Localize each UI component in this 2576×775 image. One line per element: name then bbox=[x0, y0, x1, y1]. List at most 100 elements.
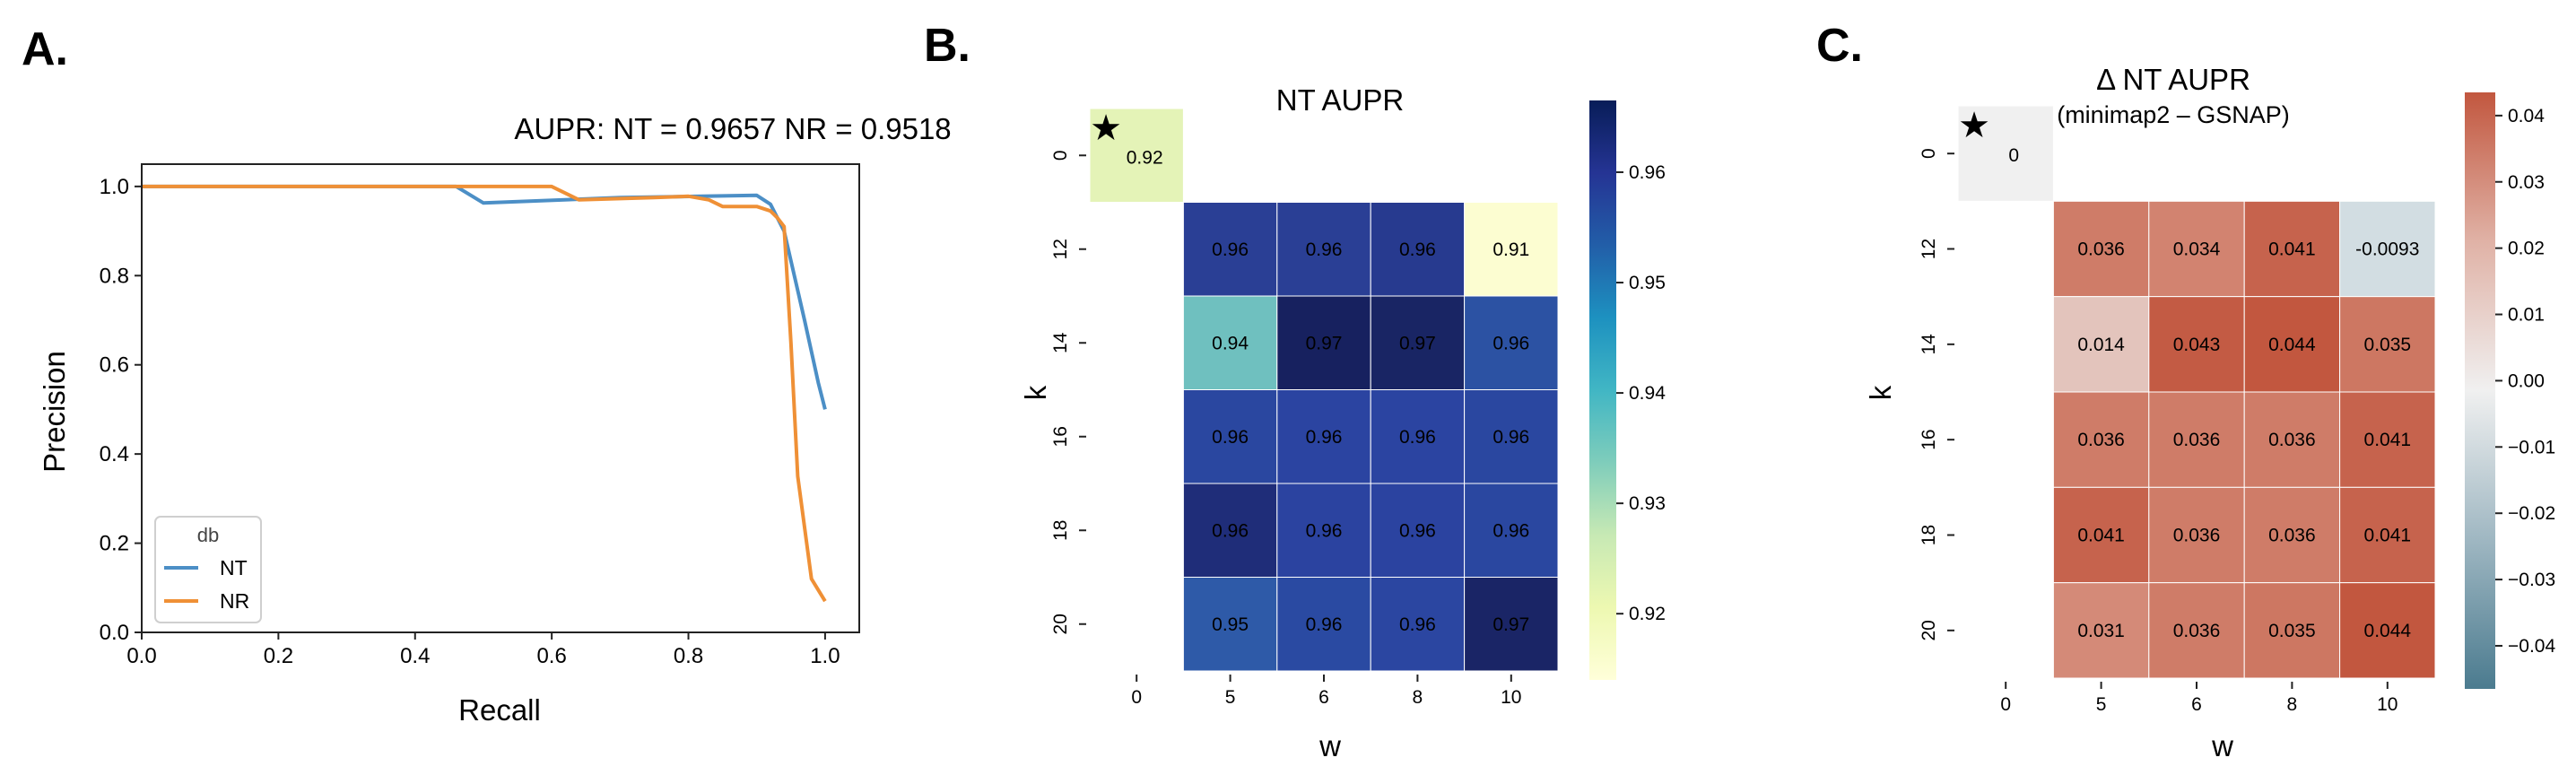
c-cell-value: 0.036 bbox=[2173, 621, 2221, 641]
heatmap-c-subtitle: (minimap2 – GSNAP) bbox=[2057, 101, 2290, 128]
c-heatmap-cell bbox=[2243, 582, 2341, 679]
b-cell-value: 0.96 bbox=[1399, 239, 1436, 260]
c-cell-value: 0 bbox=[2008, 145, 2019, 166]
nt-aupr-heatmap-panel: NT AUPR 0.92★0.96 0.96 0.96 0.910.94 0.97 0.9… bbox=[1019, 83, 1666, 762]
c-cell-value: 0.014 bbox=[2077, 335, 2125, 355]
b-cell-value: 0.97 bbox=[1399, 333, 1436, 353]
c-cell-value: 0.041 bbox=[2077, 526, 2125, 546]
c-cell-value: 0.036 bbox=[2077, 430, 2125, 450]
c-cell-value: -0.0093 bbox=[2355, 239, 2419, 260]
c-colorbar-tick-label: 0.01 bbox=[2508, 305, 2545, 326]
c-cell-value: 0.036 bbox=[2268, 526, 2316, 546]
pr-series-line-nt bbox=[142, 184, 827, 410]
b-cell-value: 0.97 bbox=[1306, 333, 1343, 353]
c-cell-value: 0.044 bbox=[2364, 621, 2412, 641]
c-heatmap-cell bbox=[2148, 296, 2245, 393]
b-colorbar-bar bbox=[1589, 100, 1616, 680]
c-cell-value: 0.036 bbox=[2173, 526, 2221, 546]
c-x-tick-label: 8 bbox=[2287, 694, 2298, 715]
panel-letter-b: B. bbox=[924, 20, 970, 72]
b-heatmap-cell bbox=[1370, 577, 1466, 672]
pr-y-tick-label: 1.0 bbox=[100, 175, 129, 199]
pr-legend: db NT NR bbox=[154, 516, 262, 623]
b-heatmap-cell bbox=[1182, 483, 1278, 578]
heatmap-c-colorbar: 0.04 0.03 0.02 0.01 0.00 −0.01 −0.02 −0.03 −0.04 bbox=[2465, 92, 2555, 689]
c-colorbar-tick-label: −0.03 bbox=[2508, 570, 2555, 590]
c-cell-value: 0.041 bbox=[2364, 430, 2412, 450]
b-heatmap-cell bbox=[1370, 389, 1466, 484]
heatmap-c-title: Δ NT AUPR bbox=[2096, 63, 2250, 96]
pr-legend-box bbox=[154, 516, 262, 623]
c-y-tick-label: 20 bbox=[1919, 620, 1939, 640]
b-cell-value: 0.96 bbox=[1212, 520, 1249, 541]
pr-x-tick-label: 0.8 bbox=[674, 644, 703, 668]
heatmap-c-ticks: 0 5 6 8 10 0 12 14 16 18 20 bbox=[1919, 148, 2398, 715]
panel-letter-c: C. bbox=[1816, 20, 1863, 72]
b-heatmap-cell bbox=[1370, 295, 1466, 390]
c-heatmap-cell bbox=[2148, 200, 2245, 298]
b-cell-value: 0.96 bbox=[1212, 239, 1249, 260]
pr-y-tick-label: 0.2 bbox=[100, 532, 129, 556]
pr-x-tick-label: 1.0 bbox=[810, 644, 840, 668]
c-colorbar-bar bbox=[2465, 92, 2495, 689]
pr-x-tick-label: 0.0 bbox=[126, 644, 156, 668]
c-heatmap-cell bbox=[2339, 296, 2436, 393]
heatmap-b-colorbar: 0.92 0.93 0.94 0.95 0.96 bbox=[1589, 100, 1666, 680]
c-y-tick-label: 16 bbox=[1919, 429, 1939, 449]
c-cell-value: 0.036 bbox=[2268, 430, 2316, 450]
b-heatmap-cell bbox=[1182, 577, 1278, 672]
c-x-tick-label: 6 bbox=[2191, 694, 2202, 715]
b-y-tick-label: 20 bbox=[1050, 614, 1071, 634]
b-cell-value: 0.96 bbox=[1212, 427, 1249, 448]
b-cell-value: 0.97 bbox=[1493, 614, 1529, 635]
b-x-tick-label: 6 bbox=[1318, 687, 1329, 708]
c-heatmap-cell bbox=[2148, 582, 2245, 679]
b-heatmap-cell bbox=[1276, 202, 1371, 297]
star-icon: ★ bbox=[1958, 106, 1990, 145]
c-cell-value: 0.034 bbox=[2173, 239, 2221, 260]
c-cell-value: 0.041 bbox=[2364, 526, 2412, 546]
pr-y-tick-label: 0.6 bbox=[100, 353, 129, 378]
b-heatmap-cell bbox=[1464, 202, 1559, 297]
b-heatmap-cell bbox=[1464, 389, 1559, 484]
c-x-tick-label: 0 bbox=[2000, 694, 2011, 715]
pr-chart-title: AUPR: NT = 0.9657 NR = 0.9518 bbox=[514, 112, 951, 145]
b-cell-value: 0.96 bbox=[1306, 239, 1343, 260]
b-heatmap-cell bbox=[1089, 108, 1184, 203]
b-heatmap-cell bbox=[1464, 295, 1559, 390]
c-colorbar-tick-label: 0.00 bbox=[2508, 370, 2545, 391]
c-y-tick-label: 12 bbox=[1919, 239, 1939, 259]
b-heatmap-cell bbox=[1182, 295, 1278, 390]
pr-plot-frame bbox=[141, 163, 860, 633]
b-cell-value: 0.94 bbox=[1212, 333, 1249, 353]
c-heatmap-cell bbox=[2243, 391, 2341, 488]
c-heatmap-cell bbox=[2052, 200, 2150, 298]
heatmap-c-y-axis-label: k bbox=[1864, 385, 1897, 400]
c-heatmap-cell bbox=[2339, 486, 2436, 584]
c-colorbar-tick-label: −0.04 bbox=[2508, 636, 2555, 657]
b-heatmap-cell bbox=[1370, 202, 1466, 297]
b-heatmap-cell bbox=[1276, 577, 1371, 672]
b-colorbar-tick-label: 0.93 bbox=[1629, 493, 1666, 514]
c-cell-value: 0.036 bbox=[2173, 430, 2221, 450]
pr-legend-nt-label: NT bbox=[220, 556, 248, 579]
c-heatmap-cell bbox=[2243, 296, 2341, 393]
c-heatmap-cell bbox=[2052, 582, 2150, 679]
heatmap-b-ticks: 0 5 6 8 10 0 12 14 16 18 20 bbox=[1050, 150, 1521, 708]
b-heatmap-cell bbox=[1276, 389, 1371, 484]
pr-x-tick-label: 0.2 bbox=[264, 644, 293, 668]
c-colorbar-tick-label: −0.02 bbox=[2508, 503, 2555, 524]
b-y-tick-label: 16 bbox=[1050, 426, 1071, 447]
b-colorbar-tick-label: 0.95 bbox=[1629, 273, 1666, 293]
b-heatmap-cell bbox=[1464, 577, 1559, 672]
heatmap-b-y-axis-label: k bbox=[1019, 385, 1052, 400]
pr-y-tick-label: 0.4 bbox=[100, 442, 129, 466]
c-heatmap-cell bbox=[2339, 582, 2436, 679]
heatmap-b-x-axis-label: w bbox=[1318, 729, 1341, 762]
pr-legend-nr-label: NR bbox=[220, 589, 249, 613]
c-x-tick-label: 10 bbox=[2377, 694, 2398, 715]
heatmap-b-title: NT AUPR bbox=[1276, 83, 1404, 117]
c-cell-value: 0.035 bbox=[2364, 335, 2412, 355]
pr-y-tick-label: 0.0 bbox=[100, 621, 129, 645]
b-x-tick-label: 0 bbox=[1131, 687, 1142, 708]
